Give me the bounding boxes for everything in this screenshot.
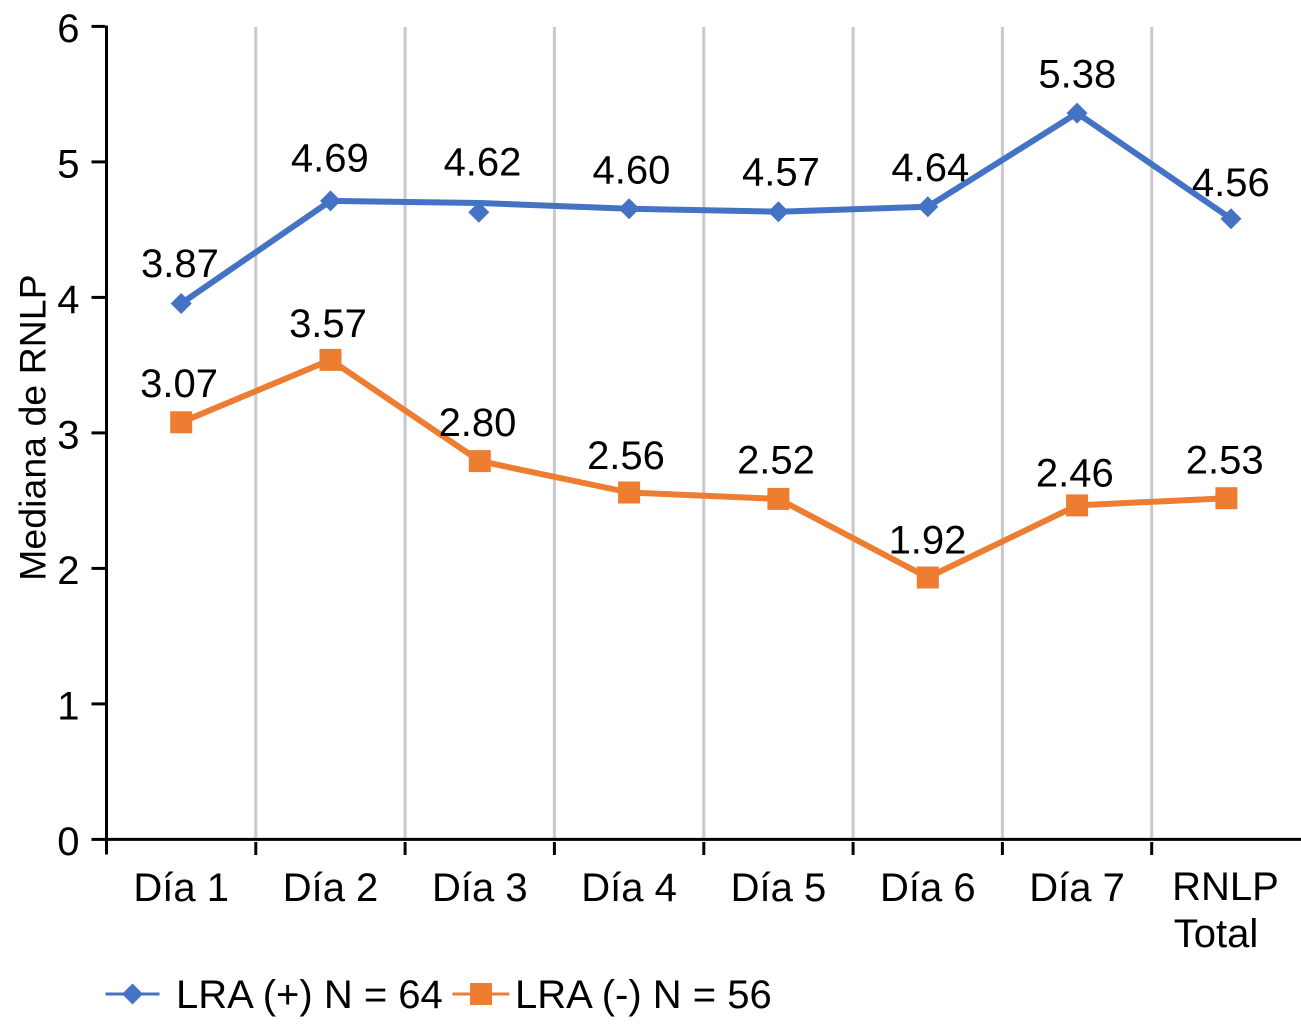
svg-text:2.52: 2.52 [737, 439, 815, 483]
svg-text:Día 6: Día 6 [880, 866, 976, 910]
svg-text:Día 3: Día 3 [432, 866, 528, 910]
svg-text:2.53: 2.53 [1186, 438, 1264, 482]
svg-text:LRA (+) N = 64: LRA (+) N = 64 [176, 973, 443, 1017]
svg-text:2: 2 [57, 549, 79, 593]
svg-text:2.56: 2.56 [587, 434, 665, 478]
svg-text:3.57: 3.57 [289, 302, 367, 346]
svg-text:Día 4: Día 4 [581, 866, 677, 910]
svg-text:1.92: 1.92 [889, 518, 967, 562]
svg-text:3.07: 3.07 [140, 362, 218, 406]
svg-text:RNLP: RNLP [1172, 865, 1279, 909]
svg-text:2.80: 2.80 [439, 401, 517, 445]
svg-text:4.60: 4.60 [592, 149, 670, 193]
svg-text:4.64: 4.64 [891, 146, 969, 190]
svg-text:Día 1: Día 1 [133, 866, 229, 910]
svg-text:1: 1 [57, 684, 79, 728]
svg-text:5.38: 5.38 [1038, 52, 1116, 96]
svg-text:5: 5 [57, 142, 79, 186]
svg-text:4.69: 4.69 [291, 137, 369, 181]
svg-text:2.46: 2.46 [1036, 452, 1114, 496]
svg-text:Día 2: Día 2 [283, 866, 379, 910]
svg-text:Mediana de RNLP: Mediana de RNLP [12, 274, 54, 580]
svg-text:3: 3 [57, 413, 79, 457]
svg-text:0: 0 [57, 820, 79, 864]
svg-text:LRA (-) N = 56: LRA (-) N = 56 [515, 973, 772, 1017]
svg-text:Total: Total [1174, 912, 1259, 956]
svg-text:Día 5: Día 5 [731, 866, 827, 910]
svg-text:4: 4 [57, 278, 79, 322]
svg-text:3.87: 3.87 [141, 242, 219, 286]
svg-text:Día 7: Día 7 [1029, 866, 1125, 910]
svg-text:4.56: 4.56 [1192, 161, 1270, 205]
svg-text:6: 6 [57, 7, 79, 51]
svg-text:4.57: 4.57 [742, 150, 820, 194]
svg-text:4.62: 4.62 [444, 140, 522, 184]
